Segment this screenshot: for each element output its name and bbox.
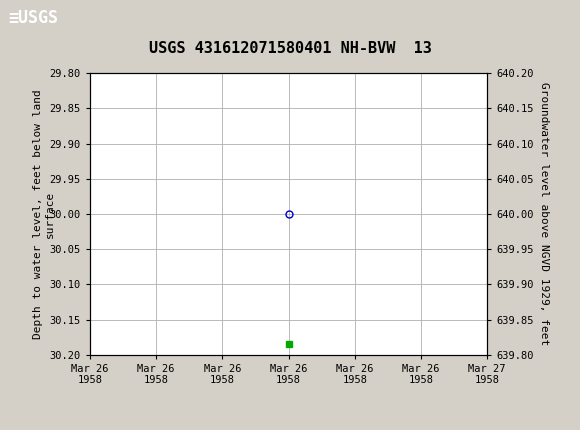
Text: ≡USGS: ≡USGS xyxy=(9,9,59,27)
Y-axis label: Depth to water level, feet below land
surface: Depth to water level, feet below land su… xyxy=(33,89,55,339)
Text: USGS 431612071580401 NH-BVW  13: USGS 431612071580401 NH-BVW 13 xyxy=(148,41,432,56)
Y-axis label: Groundwater level above NGVD 1929, feet: Groundwater level above NGVD 1929, feet xyxy=(539,82,549,346)
